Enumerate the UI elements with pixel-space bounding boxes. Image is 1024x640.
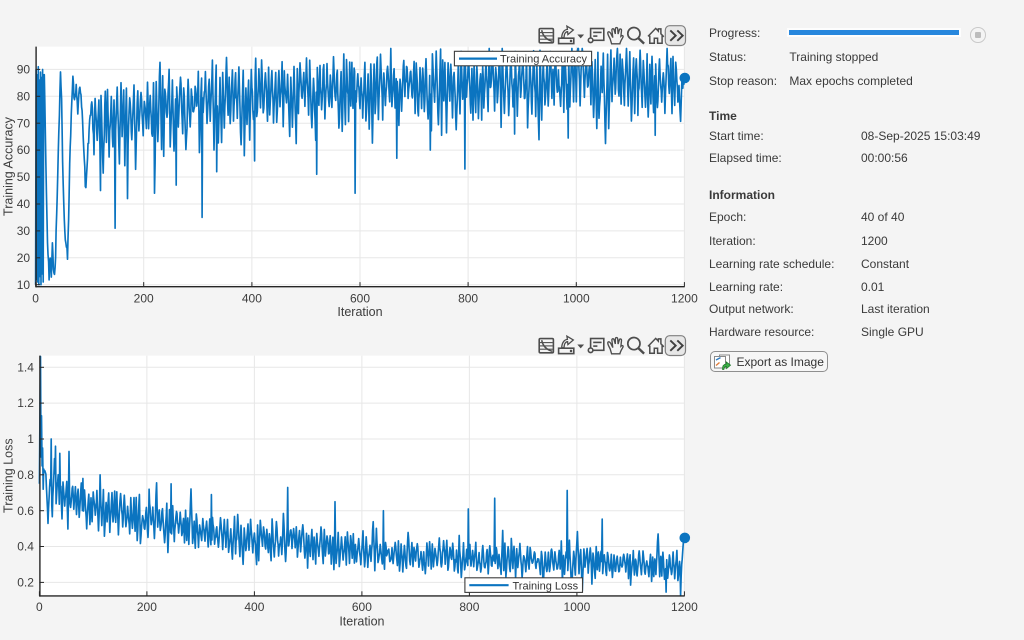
svg-text:Training Loss: Training Loss [1, 438, 15, 513]
svg-text:60: 60 [17, 143, 31, 157]
svg-text:1000: 1000 [563, 291, 590, 305]
svg-text:600: 600 [350, 291, 370, 305]
svg-text:600: 600 [352, 600, 372, 614]
svg-text:0.4: 0.4 [17, 540, 34, 554]
svg-text:Training Accuracy: Training Accuracy [500, 54, 588, 66]
svg-text:800: 800 [459, 600, 479, 614]
svg-text:Training Loss: Training Loss [513, 580, 579, 592]
svg-text:1200: 1200 [671, 600, 698, 614]
svg-text:1.4: 1.4 [17, 360, 34, 374]
svg-text:1.2: 1.2 [17, 396, 34, 410]
svg-text:0: 0 [32, 291, 39, 305]
svg-text:10: 10 [17, 278, 31, 292]
svg-text:50: 50 [17, 170, 31, 184]
svg-text:30: 30 [17, 224, 31, 238]
svg-text:400: 400 [244, 600, 264, 614]
svg-text:0: 0 [36, 600, 43, 614]
svg-text:80: 80 [17, 89, 31, 103]
svg-text:Iteration: Iteration [339, 615, 384, 629]
svg-text:1000: 1000 [564, 600, 591, 614]
svg-text:0.6: 0.6 [17, 504, 34, 518]
svg-text:Training Accuracy: Training Accuracy [1, 116, 15, 216]
svg-text:400: 400 [242, 291, 262, 305]
svg-text:1200: 1200 [671, 291, 698, 305]
svg-text:70: 70 [17, 116, 31, 130]
svg-text:40: 40 [17, 197, 31, 211]
svg-text:200: 200 [134, 291, 154, 305]
svg-text:800: 800 [458, 291, 478, 305]
svg-text:0.2: 0.2 [17, 576, 34, 590]
svg-text:0.8: 0.8 [17, 468, 34, 482]
svg-text:200: 200 [137, 600, 157, 614]
svg-text:90: 90 [17, 63, 31, 77]
svg-text:1: 1 [27, 432, 34, 446]
svg-text:Iteration: Iteration [337, 305, 382, 319]
svg-text:20: 20 [17, 251, 31, 265]
